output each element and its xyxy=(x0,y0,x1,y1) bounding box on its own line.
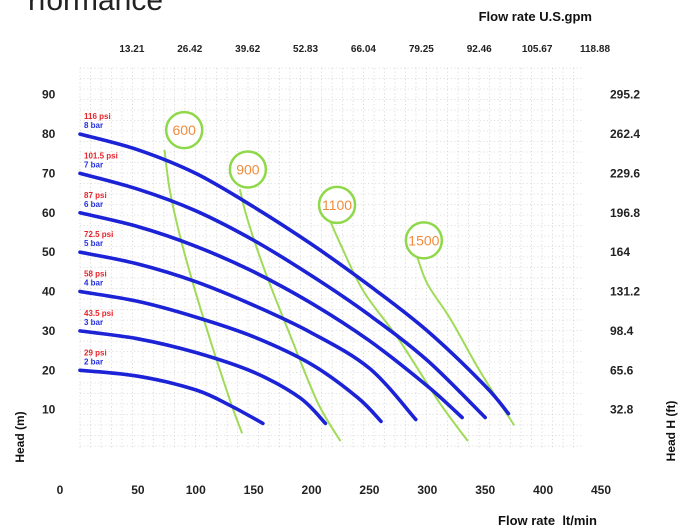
x-bottom-tick-label: 50 xyxy=(131,483,145,497)
pressure-curve-7-bar xyxy=(78,171,487,420)
y-left-tick-label: 50 xyxy=(42,245,56,259)
x-bottom-tick-label: 400 xyxy=(533,483,553,497)
x-top-tick-label: 66.04 xyxy=(351,44,376,55)
y-left-tick-label: 10 xyxy=(42,403,56,417)
pressure-label-psi: 87 psi xyxy=(84,191,107,200)
y-left-tick-label: 90 xyxy=(42,88,56,102)
pressure-curve-3-bar xyxy=(78,329,328,426)
x-top-tick-label: 52.83 xyxy=(293,44,318,55)
y-right-tick-label: 295.2 xyxy=(610,88,640,102)
air-label-text: 600 xyxy=(173,122,197,138)
y-left-tick-label: 20 xyxy=(42,363,56,377)
x-top-tick-label: 39.62 xyxy=(235,44,260,55)
y-right-tick-label: 262.4 xyxy=(610,127,640,141)
x-bottom-tick-label: 0 xyxy=(57,483,64,497)
axis-ticks: 0 50 100 150 200 250 300 350 400 450 13.21 26.42 39.… xyxy=(42,44,640,497)
pressure-label-bar: 3 bar xyxy=(84,318,103,327)
air-label-text: 1500 xyxy=(408,232,439,248)
pressure-label-psi: 72.5 psi xyxy=(84,230,113,239)
pressure-curve-5-bar xyxy=(78,250,418,422)
pressure-label-psi: 101.5 psi xyxy=(84,151,118,160)
air-label-circle xyxy=(228,150,268,189)
x-bottom-tick-label: 450 xyxy=(591,483,611,497)
air-label-circle xyxy=(164,110,204,150)
x-top-tick-label: 13.21 xyxy=(119,44,144,55)
pressure-label-bar: 6 bar xyxy=(84,200,103,209)
y-right-tick-label: 229.6 xyxy=(610,166,640,180)
x-bottom-tick-label: 350 xyxy=(475,483,495,497)
air-curve-1100 xyxy=(329,220,469,442)
pressure-curve-4-bar xyxy=(78,289,383,424)
y-left-tick-label: 80 xyxy=(42,127,56,141)
y-left-tick-label: 70 xyxy=(42,166,56,180)
y-left-axis-title: Head (m) xyxy=(13,411,27,462)
pressure-label-bar: 5 bar xyxy=(84,239,103,248)
pressure-curve-2-bar xyxy=(78,368,265,426)
x-top-tick-label: 26.42 xyxy=(177,44,202,55)
air-label-circle xyxy=(404,221,444,260)
pressure-curve-6-bar xyxy=(78,211,464,420)
y-right-tick-label: 196.8 xyxy=(610,206,640,220)
x-top-tick-label: 105.67 xyxy=(522,44,553,55)
air-label-text: 900 xyxy=(236,161,260,177)
pressure-label-psi: 116 psi xyxy=(84,112,111,121)
y-right-tick-label: 131.2 xyxy=(610,285,640,299)
y-right-tick-label: 98.4 xyxy=(610,324,634,338)
x-bottom-tick-label: 100 xyxy=(186,483,206,497)
pressure-label-bar: 2 bar xyxy=(84,357,103,366)
x-bottom-tick-label: 150 xyxy=(244,483,264,497)
pressure-label-psi: 43.5 psi xyxy=(84,309,113,318)
x-bottom-tick-label: 300 xyxy=(417,483,437,497)
pressure-label-bar: 8 bar xyxy=(84,121,103,130)
y-left-tick-label: 60 xyxy=(42,206,56,220)
y-right-tick-label: 65.6 xyxy=(610,363,634,377)
x-top-tick-label: 79.25 xyxy=(409,44,434,55)
air-label-text: 1100 xyxy=(322,197,352,213)
x-top-axis-title: Flow rate U.S.gpm xyxy=(479,9,592,24)
x-bottom-tick-label: 200 xyxy=(302,483,322,497)
air-curve-600 xyxy=(163,149,244,434)
x-bottom-tick-label: 250 xyxy=(359,483,379,497)
y-left-tick-label: 40 xyxy=(42,285,56,299)
pressure-label-bar: 7 bar xyxy=(84,160,103,169)
x-top-tick-label: 118.88 xyxy=(580,44,610,55)
pressure-label-bar: 4 bar xyxy=(84,279,103,288)
air-label-circle xyxy=(317,185,357,225)
pressure-label-psi: 58 psi xyxy=(84,270,107,279)
chart-title: rformance xyxy=(28,0,163,17)
x-top-tick-label: 92.46 xyxy=(467,44,492,55)
air-curve-900 xyxy=(238,188,342,442)
pressure-label-psi: 29 psi xyxy=(84,348,107,357)
pressure-curve-8-bar xyxy=(78,132,511,416)
air-labels: 600 900 1100 1500 xyxy=(164,110,444,260)
y-right-axis-title: Head H (ft) xyxy=(664,401,678,462)
y-right-tick-label: 164 xyxy=(610,245,630,259)
x-bottom-axis-title: Flow rate lt/min xyxy=(498,513,597,528)
y-left-tick-label: 30 xyxy=(42,324,56,338)
pressure-curves xyxy=(78,132,511,426)
y-right-tick-label: 32.8 xyxy=(610,403,634,417)
